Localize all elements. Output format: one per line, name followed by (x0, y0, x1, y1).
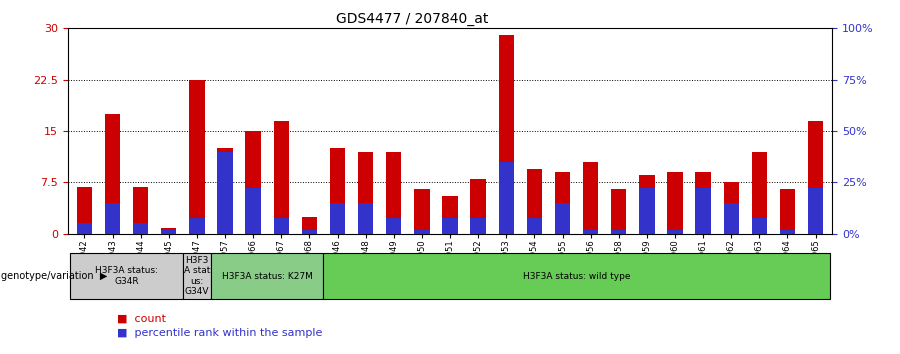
Bar (189, 80, 204, 234)
Bar (386, 152, 401, 234)
Bar (611, 229, 626, 234)
Bar (358, 203, 374, 234)
Bar (667, 172, 683, 234)
Bar (639, 176, 654, 234)
Title: GDS4477 / 207840_at: GDS4477 / 207840_at (336, 12, 488, 26)
Bar (161, 228, 176, 234)
Bar (76, 187, 92, 234)
Bar (329, 203, 346, 234)
Bar (189, 218, 204, 234)
Bar (471, 179, 486, 234)
Bar (696, 172, 711, 234)
Bar (246, 188, 261, 234)
Bar (133, 223, 148, 234)
Bar (274, 121, 289, 234)
Bar (499, 35, 514, 234)
Bar (323, 253, 830, 299)
Bar (329, 148, 346, 234)
Text: H3F3
A stat
us:
G34V: H3F3 A stat us: G34V (184, 256, 210, 296)
Text: ■  count: ■ count (117, 314, 166, 324)
Bar (358, 152, 374, 234)
Text: H3F3A status:
G34R: H3F3A status: G34R (95, 267, 158, 286)
Bar (554, 172, 571, 234)
Bar (217, 148, 233, 234)
Bar (639, 188, 654, 234)
Bar (752, 152, 767, 234)
Bar (442, 196, 458, 234)
Bar (302, 229, 317, 234)
Bar (554, 203, 571, 234)
Bar (779, 189, 796, 234)
Bar (414, 189, 429, 234)
Bar (217, 152, 233, 234)
Bar (274, 218, 289, 234)
Bar (696, 188, 711, 234)
Text: H3F3A status: wild type: H3F3A status: wild type (523, 272, 630, 281)
Bar (808, 188, 824, 234)
Bar (583, 162, 599, 234)
Bar (183, 253, 211, 299)
Bar (526, 169, 542, 234)
Text: H3F3A status: K27M: H3F3A status: K27M (221, 272, 312, 281)
Bar (211, 253, 323, 299)
Bar (471, 218, 486, 234)
Bar (583, 229, 599, 234)
Bar (752, 218, 767, 234)
Bar (104, 203, 121, 234)
Bar (611, 189, 626, 234)
Bar (133, 187, 148, 234)
Bar (414, 229, 429, 234)
Bar (724, 182, 739, 234)
Bar (667, 229, 683, 234)
Bar (526, 218, 542, 234)
Bar (246, 131, 261, 234)
Bar (386, 218, 401, 234)
Bar (76, 223, 92, 234)
Bar (724, 203, 739, 234)
Bar (104, 114, 121, 234)
Bar (442, 218, 458, 234)
Bar (499, 162, 514, 234)
Bar (808, 121, 824, 234)
Bar (70, 253, 183, 299)
Bar (779, 229, 796, 234)
Text: ■  percentile rank within the sample: ■ percentile rank within the sample (117, 328, 322, 338)
Bar (161, 229, 176, 234)
Bar (302, 217, 317, 234)
Text: genotype/variation  ▶: genotype/variation ▶ (1, 271, 107, 281)
